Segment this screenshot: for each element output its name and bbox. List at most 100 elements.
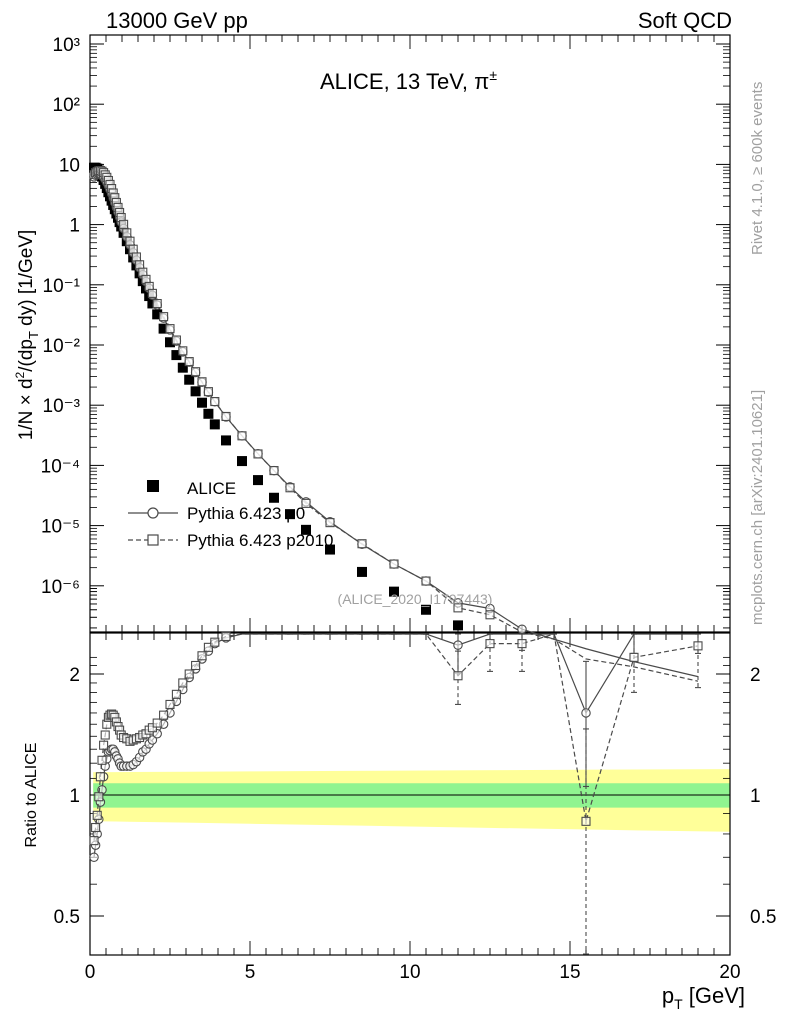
alice-point	[357, 566, 367, 577]
top-axis-ticks: 10³ 10² 10 1 10⁻¹ 10⁻² 10⁻³ 10⁻⁴ 10⁻⁵ 10⁻⁶	[41, 35, 731, 632]
ratio-point-p2010	[91, 822, 101, 833]
pythia-p2010-point	[178, 346, 188, 356]
alice-point	[285, 509, 295, 520]
alice-point	[203, 408, 214, 419]
alice-point	[171, 350, 182, 361]
pythia-p2010-point	[122, 228, 132, 238]
plot-title: ALICE, 13 TeV, π±	[320, 67, 497, 94]
y-tick-label: 10⁻²	[43, 336, 81, 357]
alice-point	[197, 397, 207, 408]
pythia-p2010-point	[301, 498, 311, 508]
legend-marker-p0	[147, 507, 159, 519]
ratio-point-p2010	[94, 792, 104, 802]
ratio-point-p2010	[197, 651, 207, 661]
ratio-point-p2010	[95, 772, 105, 782]
alice-point	[152, 309, 163, 320]
pythia-p2010-point	[203, 387, 213, 397]
alice-point	[453, 620, 463, 631]
y-tick-label: 10⁻³	[43, 396, 81, 417]
top-panel-series	[89, 162, 699, 682]
alice-point	[325, 544, 335, 555]
y-tick-label: 10⁻¹	[43, 276, 81, 297]
ratio-point-p0	[89, 852, 99, 863]
ratio-point-p2010	[99, 740, 109, 750]
y-tick-label: 10⁻⁴	[41, 456, 80, 477]
alice-point	[389, 586, 399, 597]
ratio-tick-label-right: 0.5	[750, 907, 776, 928]
pythia-p2010-point	[485, 610, 495, 620]
pythia-p2010-point	[357, 539, 367, 549]
ratio-point-p2010	[165, 699, 175, 709]
alice-point	[237, 456, 247, 467]
pythia-p2010-point	[128, 244, 138, 254]
y-axis-label-ratio: Ratio to ALICE	[23, 743, 40, 848]
y-axis-label-top: 1/N × d2/(dpT dy) [1/GeV]	[13, 230, 41, 441]
x-tick-label: 15	[559, 962, 580, 983]
legend-label-alice: ALICE	[187, 479, 236, 498]
pythia-p2010-point	[191, 367, 201, 377]
pythia-p2010-point	[135, 260, 145, 270]
pythia-p2010-point	[221, 411, 231, 422]
ratio-point-p2010	[92, 810, 102, 820]
legend-marker-alice	[147, 480, 159, 492]
ratio-point-p2010	[184, 669, 194, 679]
ratio-axis-ticks: 2 2 1 1 0.5 0.5 0 5 10 15 20	[54, 633, 776, 983]
ratio-point-p0	[453, 640, 463, 650]
mcplots-label: mcplots.cern.ch [arXiv:2401.10621]	[749, 390, 766, 625]
analysis-reference: (ALICE_2020_I1797443)	[338, 591, 493, 607]
ratio-panel-series	[89, 631, 703, 955]
pythia-p2010-point	[147, 288, 157, 298]
pythia-p2010-point	[421, 576, 431, 586]
pythia-p2010-point	[184, 357, 194, 367]
pythia-p2010-point	[210, 396, 220, 407]
ratio-point-p2010	[221, 631, 231, 641]
ratio-point-p0	[581, 708, 591, 718]
y-tick-label: 10³	[53, 35, 80, 56]
category-label: Soft QCD	[638, 8, 732, 33]
energy-label: 13000 GeV pp	[106, 8, 248, 33]
pythia-p2010-point	[237, 431, 247, 441]
ratio-point-p2010	[693, 641, 703, 651]
rivet-version-label: Rivet 4.1.0, ≥ 600k events	[749, 82, 766, 255]
alice-point	[221, 435, 231, 446]
ratio-point-p2010	[147, 723, 157, 733]
ratio-point-p2010	[629, 652, 639, 662]
ratio-tick-label-left: 0.5	[54, 907, 80, 928]
pythia-p2010-point	[253, 449, 263, 459]
pythia-p2010-point	[159, 312, 169, 322]
ratio-point-p2010	[581, 816, 591, 826]
pythia-p2010-point	[453, 603, 463, 613]
pythia-p2010-point	[152, 299, 162, 309]
ratio-point-p2010	[159, 710, 169, 720]
y-tick-label: 1	[69, 216, 80, 237]
legend-label-p2010: Pythia 6.423 p2010	[187, 531, 334, 550]
top-panel-frame	[89, 34, 731, 633]
ratio-point-p2010	[517, 639, 527, 649]
legend: ALICE Pythia 6.423 p0 Pythia 6.423 p2010	[128, 479, 334, 550]
y-tick-label: 10²	[53, 95, 80, 116]
ratio-tick-label-right: 1	[750, 786, 761, 807]
ratio-tick-label-left: 2	[69, 665, 80, 686]
pythia-p2010-point	[119, 219, 129, 229]
ratio-point-p2010	[453, 671, 463, 681]
ratio-tick-label-left: 1	[69, 786, 80, 807]
pythia-p2010-point	[171, 335, 181, 345]
pythia-p2010-point	[197, 377, 207, 387]
alice-point	[301, 524, 311, 535]
alice-point	[184, 374, 195, 385]
alice-point	[269, 492, 279, 503]
ratio-uncertainty-bands	[90, 769, 730, 832]
alice-point	[190, 386, 201, 397]
pythia-p2010-point	[165, 324, 175, 334]
y-tick-label: 10	[59, 155, 80, 176]
alice-point	[158, 323, 169, 334]
alice-point	[147, 298, 158, 309]
ratio-point-p2010	[210, 637, 220, 647]
x-tick-label: 20	[719, 962, 740, 983]
pythia-p2010-point	[285, 483, 295, 493]
ratio-point-p2010	[152, 718, 162, 728]
ratio-point-p2010	[89, 836, 99, 846]
ratio-point-p2010	[171, 689, 181, 699]
pythia-p2010-point	[269, 466, 279, 476]
alice-point	[165, 337, 175, 348]
